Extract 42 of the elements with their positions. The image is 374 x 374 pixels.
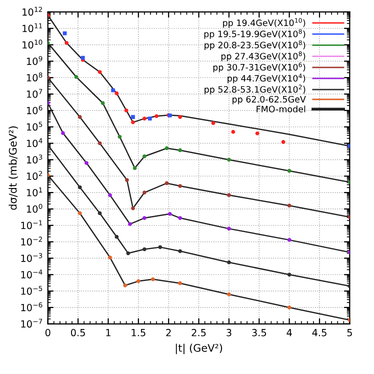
y-tick-label: 10$^{5}$ (26, 122, 42, 131)
y-tick-label: 10$^{10}$ (22, 40, 42, 49)
legend-label: pp 52.8-53.1GeV(X10$^{2}$) (204, 84, 306, 94)
legend-label: pp 27.43GeV(X10$^{8}$) (221, 51, 306, 62)
y-tick-label: 10$^{−7}$ (21, 318, 42, 328)
y-tick-label: 10$^{1}$ (26, 187, 42, 196)
y-tick-label: 10$^{8}$ (26, 72, 42, 82)
x-tick-label: 5 (347, 329, 352, 336)
x-tick-label: 2.5 (192, 328, 206, 336)
legend-label: pp 19.4GeV(X10$^{10}$) (223, 18, 306, 28)
x-tick-label: 4.5 (312, 329, 326, 336)
legend-label: pp 19.5-19.9GeV(X10$^{8}$) (204, 29, 306, 39)
legend-label: pp 62.0-62.5GeV (232, 96, 306, 104)
y-tick-label: 10$^{2}$ (26, 170, 42, 180)
x-tick-label: 3 (226, 328, 232, 336)
x-tick-label: 2 (166, 328, 171, 336)
y-tick-label: 10$^{−2}$ (21, 236, 42, 246)
x-tick-label: 3.5 (252, 328, 266, 336)
legend-label: pp 44.7GeV(X10$^{4}$) (228, 74, 306, 84)
y-tick-label: 10$^{9}$ (26, 56, 42, 65)
legend-label: pp 20.8-23.5GeV(X10$^{8}$) (204, 40, 306, 50)
x-axis-title: |t| (GeV²) (176, 344, 222, 354)
x-tick-label: 0 (45, 328, 50, 336)
y-tick-label: 10$^{−6}$ (21, 302, 42, 312)
x-tick-label: 0.5 (70, 328, 85, 336)
x-tick-label: 1 (106, 329, 110, 336)
y-tick-label: 10$^{−3}$ (21, 253, 42, 262)
y-tick-label: 10$^{−1}$ (21, 220, 42, 230)
y-tick-label: 10$^{12}$ (22, 6, 42, 16)
y-tick-label: 10$^{6}$ (26, 105, 42, 114)
y-tick-label: 10$^{0}$ (26, 204, 42, 213)
y-tick-label: 10$^{4}$ (26, 138, 42, 148)
y-tick-label: 10$^{−5}$ (21, 286, 42, 295)
y-tick-label: 10$^{3}$ (26, 154, 42, 164)
legend-label: pp 30.7-31GeV(X10$^{6}$) (213, 62, 306, 72)
x-tick-label: 4 (286, 329, 292, 336)
y-tick-label: 10$^{−4}$ (21, 270, 42, 278)
legend-label: FMO-model (256, 106, 306, 112)
y-axis-title: dσ/dt (mb/GeV²) (8, 126, 18, 210)
y-tick-label: 10$^{7}$ (26, 88, 42, 98)
y-tick-label: 10$^{11}$ (22, 23, 42, 32)
x-tick-label: 1.5 (132, 329, 146, 336)
